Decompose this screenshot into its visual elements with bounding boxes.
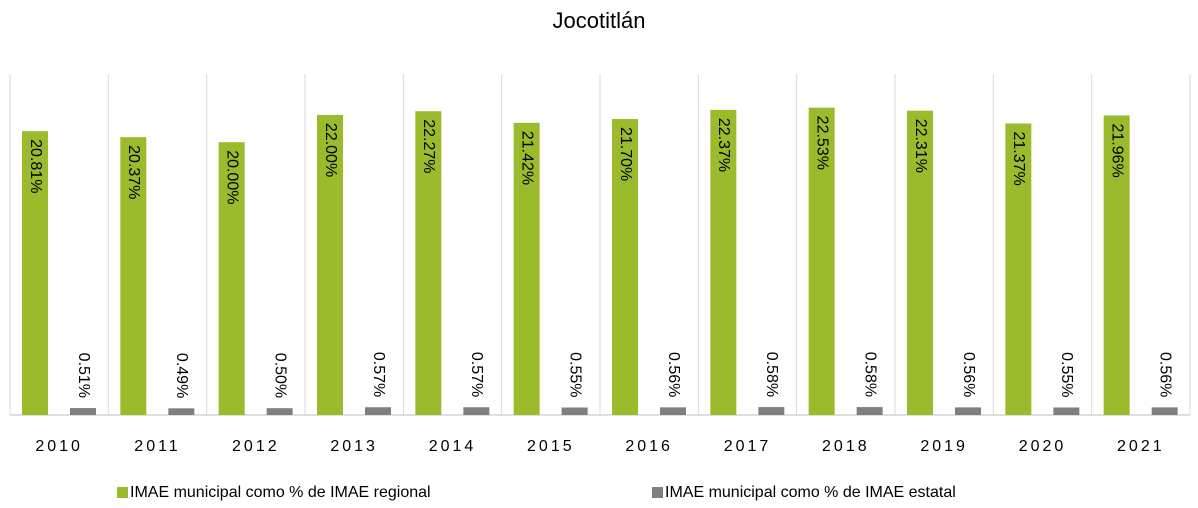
legend-label: IMAE municipal como % de IMAE estatal [665, 484, 956, 501]
data-label: 0.56% [665, 352, 682, 397]
data-label: 0.58% [861, 352, 878, 397]
data-label: 22.31% [912, 119, 929, 173]
bar [1103, 115, 1130, 415]
bar [1151, 407, 1178, 415]
data-label: 21.42% [518, 131, 535, 185]
x-tick-label: 2015 [527, 438, 575, 455]
bar [561, 407, 588, 415]
data-label: 20.81% [27, 139, 44, 193]
bar [856, 407, 883, 415]
bar [22, 131, 48, 415]
data-label: 21.37% [1010, 132, 1027, 186]
x-tick-label: 2020 [1019, 438, 1067, 455]
bar [1053, 407, 1080, 415]
bar [463, 407, 490, 415]
legend-swatch [652, 487, 663, 498]
bar [513, 122, 540, 415]
data-label: 0.57% [370, 352, 387, 397]
bar [612, 119, 638, 416]
x-tick-label: 2019 [920, 438, 968, 455]
x-tick-label: 2014 [429, 438, 477, 455]
bar [415, 111, 442, 416]
data-label: 20.37% [125, 145, 142, 199]
bar [907, 110, 933, 416]
x-tick-label: 2013 [330, 438, 378, 455]
data-label: 0.50% [271, 353, 288, 398]
x-tick-label: 2018 [822, 438, 870, 455]
x-tick-label: 2012 [232, 438, 280, 455]
bar [317, 114, 343, 416]
data-label: 0.57% [468, 352, 485, 397]
data-label: 22.00% [322, 123, 339, 177]
data-label: 20.00% [223, 150, 240, 204]
data-label: 0.56% [960, 352, 977, 397]
x-tick-label: 2016 [625, 438, 673, 455]
bar [365, 407, 391, 415]
data-label: 0.58% [763, 352, 780, 397]
data-label: 0.55% [566, 352, 583, 397]
bar [70, 408, 96, 415]
bar [168, 408, 195, 415]
x-tick-label: 2011 [134, 438, 180, 455]
bar [710, 109, 737, 415]
x-tick-label: 2017 [724, 438, 772, 455]
data-label: 0.55% [1058, 352, 1075, 397]
legend-label: IMAE municipal como % de IMAE regional [130, 484, 431, 501]
bar [1005, 123, 1032, 416]
data-label: 0.49% [173, 353, 190, 398]
x-tick-label: 2021 [1117, 438, 1165, 455]
data-label: 21.96% [1108, 123, 1125, 177]
bar [660, 407, 686, 415]
bar [758, 407, 785, 415]
data-label: 0.51% [75, 353, 92, 398]
data-label: 22.37% [715, 118, 732, 172]
chart-title: Jocotitlán [553, 8, 646, 33]
data-label: 21.70% [617, 127, 634, 181]
bar [120, 137, 147, 415]
data-label: 22.53% [813, 116, 830, 170]
bar [955, 407, 981, 415]
legend-swatch [117, 487, 128, 498]
bar [266, 408, 293, 415]
data-label: 22.27% [420, 119, 437, 173]
x-tick-label: 2010 [35, 438, 83, 455]
data-label: 0.56% [1156, 352, 1173, 397]
bar [218, 142, 245, 415]
bar [808, 107, 835, 416]
